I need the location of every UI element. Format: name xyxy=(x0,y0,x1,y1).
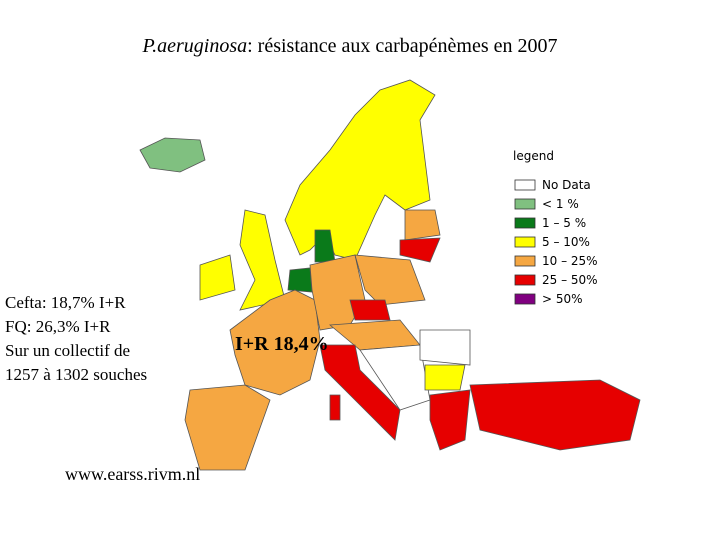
romania xyxy=(419,329,471,366)
legend-swatch xyxy=(514,293,536,305)
legend-swatch xyxy=(514,255,536,267)
greece xyxy=(429,389,471,451)
legend-label: 10 – 25% xyxy=(542,254,598,268)
title-italic: P.aeruginosa xyxy=(141,35,247,57)
france xyxy=(229,289,321,396)
legend-label: > 50% xyxy=(542,292,583,306)
legend-swatch xyxy=(514,236,536,248)
ireland xyxy=(199,254,236,301)
note: Cefta: 18,7% I+R xyxy=(5,293,126,312)
baltics xyxy=(404,209,441,241)
sardinia xyxy=(329,394,341,421)
legend-label: < 1 % xyxy=(542,197,579,211)
bulgaria xyxy=(424,364,466,391)
czech xyxy=(349,299,391,321)
note: 1257 à 1302 souches xyxy=(5,365,147,384)
legend-swatch xyxy=(514,274,536,286)
notes: Cefta: 18,7% I+R FQ: 26,3% I+R Sur un co… xyxy=(5,293,147,384)
source: www.earss.rivm.nl xyxy=(65,464,200,484)
title: P.aeruginosa: résistance aux carbapénème… xyxy=(141,35,557,57)
uk xyxy=(239,209,286,311)
netherlands xyxy=(287,267,313,293)
legend-label: 5 – 10% xyxy=(542,235,590,249)
legend-title: legend xyxy=(513,149,554,163)
legend-label: 25 – 50% xyxy=(542,273,598,287)
legend-label: 1 – 5 % xyxy=(542,216,586,230)
iberia xyxy=(184,384,271,471)
lithuania xyxy=(399,237,441,263)
note: FQ: 26,3% I+R xyxy=(5,317,111,336)
legend-swatch xyxy=(514,179,536,191)
legend-label: No Data xyxy=(542,178,591,192)
map xyxy=(139,79,641,471)
legend-swatch xyxy=(514,198,536,210)
legend-swatch xyxy=(514,217,536,229)
iceland xyxy=(139,137,206,173)
turkey xyxy=(469,379,641,451)
italy xyxy=(319,344,401,441)
note: Sur un collectif de xyxy=(5,341,130,360)
title-rest: : résistance aux carbapénèmes en 2007 xyxy=(247,35,557,57)
map-label: I+R 18,4% xyxy=(235,333,329,355)
poland xyxy=(354,254,426,306)
legend: No Data < 1 % 1 – 5 % 5 – 10% 10 – 25% 25 – 5… xyxy=(514,178,598,306)
scandinavia xyxy=(284,79,436,261)
